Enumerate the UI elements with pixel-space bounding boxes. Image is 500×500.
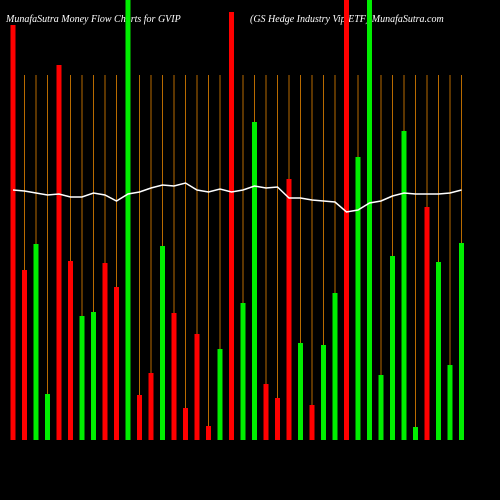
bar <box>148 373 154 440</box>
bar <box>137 395 142 440</box>
bar <box>56 65 62 440</box>
bar <box>125 0 131 440</box>
bar <box>275 398 280 440</box>
bar <box>183 408 188 440</box>
bar <box>298 343 303 440</box>
bar <box>344 0 349 440</box>
bar <box>263 384 269 440</box>
bar <box>79 316 85 440</box>
bar <box>160 246 165 440</box>
money-flow-line <box>12 182 462 213</box>
bar <box>229 12 234 440</box>
bar <box>114 287 119 440</box>
bar <box>321 345 326 440</box>
bar <box>413 427 418 440</box>
bar <box>10 25 16 440</box>
bar <box>240 303 246 440</box>
bar <box>424 207 430 440</box>
bar <box>286 179 292 440</box>
bar <box>217 349 223 440</box>
bars <box>10 0 464 440</box>
bar <box>102 263 108 440</box>
line-layer <box>12 182 462 213</box>
bar <box>252 122 257 440</box>
bar <box>459 243 464 440</box>
bar <box>355 157 361 440</box>
bar <box>378 375 384 440</box>
bar <box>45 394 50 440</box>
bar <box>309 405 315 440</box>
bar <box>171 313 177 440</box>
bar <box>401 131 407 440</box>
bar <box>194 334 200 440</box>
bar <box>68 261 73 440</box>
chart-title: MunafaSutra Money Flow Charts for GVIP <box>5 14 181 25</box>
bar <box>367 0 372 440</box>
bar <box>91 312 96 440</box>
bar <box>22 270 27 440</box>
bar <box>33 244 39 440</box>
bar <box>390 256 395 440</box>
bar <box>206 426 211 440</box>
bar <box>332 293 338 440</box>
bar <box>447 365 453 440</box>
bar <box>436 262 441 440</box>
